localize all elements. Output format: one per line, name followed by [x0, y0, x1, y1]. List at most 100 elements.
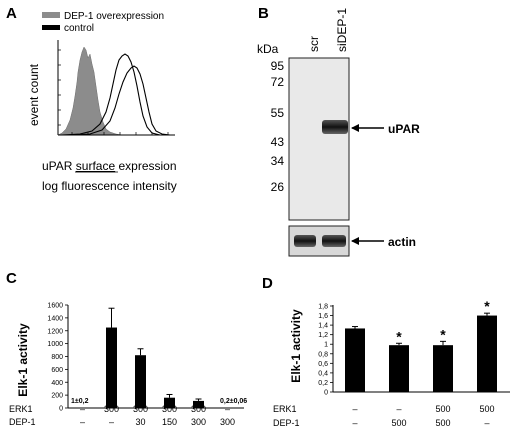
legend-label-control: control: [64, 23, 94, 34]
y-tick-label: 0,4: [318, 370, 328, 377]
band-actin-scr: [294, 235, 316, 247]
bar: [389, 345, 409, 392]
y-tick-label: 0,6: [318, 361, 328, 368]
y-tick-label: 1200: [47, 328, 63, 335]
marker-34: 34: [271, 154, 285, 168]
condition-dep1: 30: [135, 417, 145, 427]
panel-letter-b: B: [258, 5, 269, 22]
band-label-upar: uPAR: [388, 122, 420, 136]
axis-c-ticks: 0 200 400 600 800 1000 1200 1400 1600: [47, 303, 68, 413]
bar: [345, 328, 365, 392]
significance-marker: *: [484, 298, 490, 314]
y-tick-label: 1000: [47, 341, 63, 348]
y-tick-label: 1: [324, 342, 328, 349]
condition-erk1: 300: [133, 404, 148, 414]
y-tick-label: 0: [59, 406, 63, 413]
histogram-dep1: [57, 46, 123, 136]
condition-dep1: 150: [162, 417, 177, 427]
bar: [433, 345, 453, 392]
panel-b: B scr siDEP-1 kDa 95 72 55 43 34 26 uPAR…: [257, 5, 420, 257]
y-tick-label: 0,8: [318, 351, 328, 358]
legend-swatch-dep1: [42, 12, 60, 18]
bar: [135, 355, 146, 408]
panel-d: D Elk-1 activity 0 0,2 0,4 0,6 0,8 1 1,2 1,4 1,6…: [262, 275, 510, 428]
lane-label-sidep1: siDEP-1: [335, 8, 349, 52]
axis-a-x-ticks: [71, 132, 169, 135]
row-label-c-erk1: ERK1: [9, 404, 33, 414]
panel-a: A DEP-1 overexpression control event cou…: [6, 5, 177, 193]
kda-label: kDa: [257, 42, 279, 56]
y-tick-label: 1,8: [318, 304, 328, 311]
y-tick-label: 1400: [47, 315, 63, 322]
condition-dep1: 500: [435, 418, 450, 428]
marker-95: 95: [271, 59, 285, 73]
condition-dep1: –: [109, 417, 114, 427]
y-tick-label: 200: [51, 393, 63, 400]
y-tick-label: 400: [51, 380, 63, 387]
significance-marker: *: [396, 328, 402, 344]
legend-swatch-control: [42, 25, 60, 30]
panel-letter-a: A: [6, 5, 17, 22]
significance-marker: *: [440, 326, 446, 342]
band-label-actin: actin: [388, 235, 416, 249]
y-tick-label: 800: [51, 354, 63, 361]
marker-43: 43: [271, 135, 285, 149]
bars-d: * * *: [345, 298, 497, 392]
bar: [106, 327, 117, 408]
condition-dep1: –: [352, 418, 357, 428]
blot-upar-membrane: [288, 57, 350, 221]
condition-erk1: –: [352, 404, 357, 414]
condition-erk1: 300: [162, 404, 177, 414]
axis-label-upar-surface: uPAR surface expression: [42, 159, 177, 173]
row-label-c-dep1: DEP-1: [9, 417, 36, 427]
condition-dep1: –: [484, 418, 489, 428]
band-actin-sidep1: [322, 235, 346, 247]
condition-erk1: 500: [435, 404, 450, 414]
y-tick-label: 0,2: [318, 380, 328, 387]
condition-erk1: 300: [191, 404, 206, 414]
condition-erk1: –: [225, 404, 230, 414]
condition-erk1: –: [396, 404, 401, 414]
legend-label-dep1: DEP-1 overexpression: [64, 11, 164, 22]
bar: [164, 397, 175, 408]
value-label-c-first: 1±0,2: [71, 398, 89, 405]
panel-letter-d: D: [262, 275, 273, 292]
condition-dep1: 300: [220, 417, 235, 427]
bars-c: [77, 307, 233, 408]
y-tick-label: 1,6: [318, 313, 328, 320]
histogram-control-2: [69, 65, 171, 136]
bar: [193, 400, 204, 408]
conditions-d: – – – 500 500 500 500 –: [352, 404, 494, 428]
histogram-control-1: [61, 53, 161, 136]
marker-26: 26: [271, 180, 285, 194]
marker-72: 72: [271, 75, 285, 89]
y-tick-label: 1600: [47, 303, 63, 310]
axis-label-event-count: event count: [27, 63, 41, 126]
axis-label-elk1-d: Elk-1 activity: [289, 309, 303, 383]
y-tick-label: 600: [51, 367, 63, 374]
axis-label-elk1-c: Elk-1 activity: [16, 323, 30, 397]
row-label-d-erk1: ERK1: [273, 404, 297, 414]
condition-dep1: 300: [191, 417, 206, 427]
axis-label-log-fluorescence: log fluorescence intensity: [42, 179, 177, 193]
row-label-d-dep1: DEP-1: [273, 418, 300, 428]
panel-letter-c: C: [6, 270, 17, 287]
conditions-c: – – 300 – 300 30 300 150 300 300 – 300: [80, 404, 235, 427]
band-upar-sidep1: [322, 120, 348, 134]
condition-dep1: –: [80, 417, 85, 427]
axis-a-y-ticks: [58, 49, 61, 126]
marker-55: 55: [271, 106, 285, 120]
lane-label-scr: scr: [307, 36, 321, 52]
condition-dep1: 500: [391, 418, 406, 428]
condition-erk1: –: [80, 404, 85, 414]
bar: [477, 315, 497, 392]
y-tick-label: 1,2: [318, 332, 328, 339]
panel-c: C Elk-1 activity 0 200 400 600 800 1000 1200 14…: [6, 270, 247, 427]
y-tick-label: 0: [324, 390, 328, 397]
value-label-c-last: 0,2±0,06: [220, 398, 247, 405]
axis-d-ticks: 0 0,2 0,4 0,6 0,8 1 1,2 1,4 1,6 1,8: [318, 304, 333, 397]
condition-erk1: 300: [104, 404, 119, 414]
y-tick-label: 1,4: [318, 323, 328, 330]
condition-erk1: 500: [479, 404, 494, 414]
